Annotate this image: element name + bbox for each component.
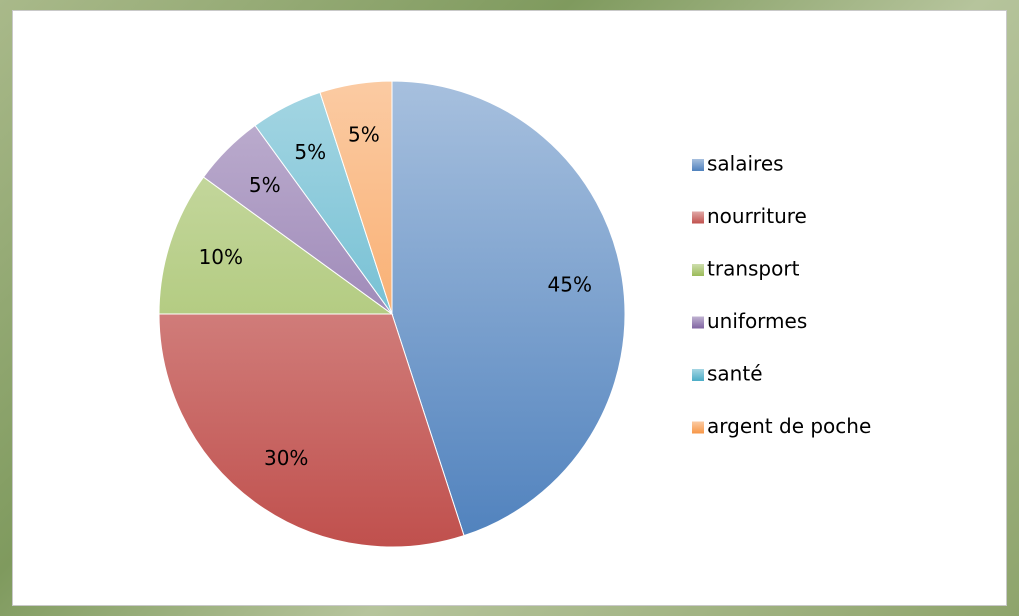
legend-swatch <box>692 211 704 224</box>
legend-swatch <box>692 264 704 276</box>
legend-label: santé <box>707 362 763 386</box>
legend-label: uniformes <box>707 309 807 333</box>
data-label: 5% <box>348 123 380 147</box>
data-label: 10% <box>199 245 243 269</box>
legend-swatch <box>692 369 704 381</box>
legend-swatch <box>692 421 704 434</box>
data-label: 5% <box>249 173 281 197</box>
legend-label: transport <box>707 257 800 281</box>
data-label: 30% <box>264 446 308 470</box>
pie-slice <box>391 80 626 537</box>
pie-slice <box>158 176 394 315</box>
legend-label: argent de poche <box>707 414 871 438</box>
legend-swatch <box>692 159 704 171</box>
data-label: 45% <box>548 272 592 296</box>
legend-swatch <box>692 316 704 329</box>
legend-label: salaires <box>707 152 784 176</box>
pie-slice <box>319 80 393 315</box>
pie-slice <box>158 313 465 548</box>
legend-label: nourriture <box>707 204 807 228</box>
data-label: 5% <box>294 140 326 164</box>
